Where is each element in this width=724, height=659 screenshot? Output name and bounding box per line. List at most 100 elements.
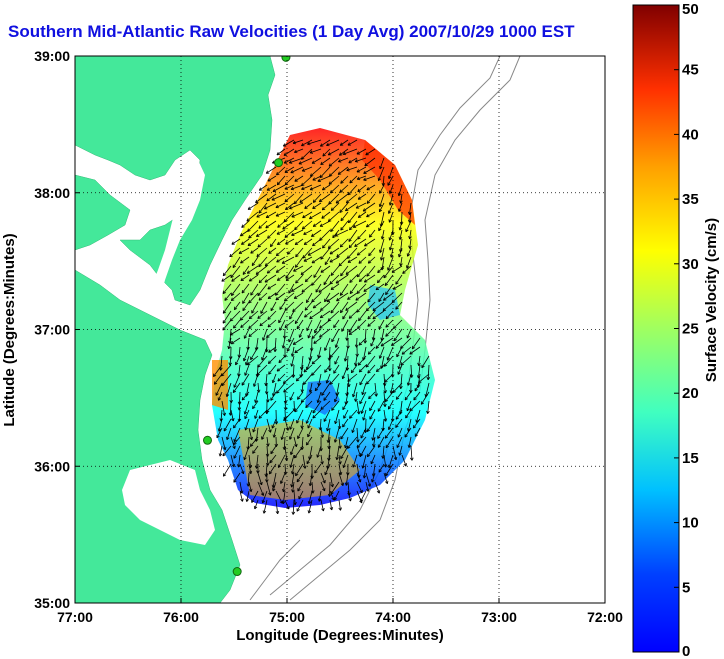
velocity-arrow <box>325 373 331 384</box>
velocity-arrow <box>306 319 313 332</box>
velocity-arrow <box>289 445 295 456</box>
velocity-arrow <box>415 409 421 423</box>
velocity-arrow <box>267 355 277 364</box>
velocity-arrow <box>258 274 268 284</box>
velocity-arrow <box>248 427 253 441</box>
velocity-arrow <box>386 346 394 361</box>
velocity-arrow <box>290 463 295 475</box>
velocity-arrow <box>248 229 259 239</box>
calm-spot-center <box>305 380 340 415</box>
velocity-arrow <box>229 328 241 336</box>
velocity-arrow <box>357 211 367 218</box>
x-tick-label: 76:00 <box>163 609 199 625</box>
velocity-arrow <box>303 238 313 246</box>
velocity-arrow <box>233 418 241 429</box>
velocity-arrow <box>313 337 322 344</box>
velocity-arrow <box>406 373 412 386</box>
velocity-arrow <box>356 427 360 443</box>
velocity-arrow <box>276 148 286 156</box>
velocity-arrow <box>299 193 313 203</box>
velocity-arrow <box>270 391 277 401</box>
velocity-arrow <box>257 310 268 319</box>
velocity-arrow <box>395 418 403 428</box>
velocity-arrow <box>323 409 331 422</box>
velocity-arrow <box>276 364 286 372</box>
velocity-arrow <box>407 436 412 448</box>
velocity-arrow <box>385 319 394 328</box>
colorbar-tick-label: 10 <box>682 515 699 532</box>
velocity-arrow <box>395 409 403 420</box>
y-tick-label: 36:00 <box>34 458 70 474</box>
velocity-arrow <box>388 193 394 206</box>
sound-water <box>122 160 215 545</box>
velocity-arrow <box>383 382 387 394</box>
velocity-arrow <box>305 409 313 424</box>
velocity-arrow <box>230 292 241 302</box>
velocity-arrow <box>232 256 241 269</box>
velocity-arrow <box>309 211 322 220</box>
velocity-arrow <box>301 184 313 191</box>
velocity-arrow <box>384 274 394 287</box>
velocity-arrow <box>252 373 259 387</box>
velocity-arrow <box>294 400 304 413</box>
velocity-arrow <box>311 256 322 264</box>
velocity-arrow <box>276 175 286 186</box>
velocity-arrow <box>284 166 295 173</box>
velocity-arrow <box>362 463 367 479</box>
velocity-arrow <box>339 202 349 213</box>
velocity-arrow <box>294 220 304 231</box>
velocity-arrow <box>268 346 277 353</box>
station-marker <box>274 158 284 168</box>
velocity-arrow <box>293 436 298 448</box>
velocity-arrow <box>358 337 367 346</box>
velocity-arrow <box>233 427 241 443</box>
velocity-arrow <box>345 193 358 204</box>
velocity-arrow <box>347 256 358 263</box>
velocity-arrow <box>246 265 259 274</box>
velocity-arrow <box>339 139 349 146</box>
velocity-arrow <box>352 220 367 228</box>
velocity-arrow <box>314 463 322 474</box>
velocity-arrow <box>292 337 304 345</box>
velocity-arrow <box>247 202 259 210</box>
velocity-arrow <box>365 355 376 368</box>
velocity-arrow <box>296 409 304 424</box>
velocity-arrow <box>405 409 412 419</box>
velocity-arrow <box>242 301 250 312</box>
velocity-arrow <box>336 247 349 258</box>
velocity-arrow <box>267 175 277 182</box>
velocity-arrow <box>340 211 349 222</box>
velocity-arrow <box>333 490 340 501</box>
velocity-arrow <box>303 229 313 235</box>
velocity-arrow <box>364 157 376 167</box>
velocity-arrow <box>378 319 385 330</box>
chart-title: Southern Mid-Atlantic Raw Velocities (1 … <box>8 22 575 41</box>
velocity-arrow <box>348 328 358 335</box>
velocity-arrow <box>349 283 358 295</box>
velocity-arrow <box>329 247 340 255</box>
velocity-arrow <box>218 445 223 457</box>
velocity-arrow <box>401 346 412 355</box>
velocity-arrow <box>367 310 376 320</box>
velocity-arrow <box>388 184 394 194</box>
velocity-arrow <box>275 292 286 301</box>
velocity-arrow <box>268 463 277 475</box>
velocity-arrow <box>280 427 286 440</box>
velocity-arrow <box>366 373 376 385</box>
velocity-arrow <box>294 148 304 154</box>
velocity-arrow <box>335 274 349 284</box>
y-tick-label: 35:00 <box>34 595 70 611</box>
velocity-arrow <box>281 481 286 493</box>
velocity-arrow <box>412 418 421 429</box>
velocity-arrow <box>309 310 322 320</box>
velocity-arrow <box>290 472 295 488</box>
velocity-arrow <box>252 445 259 454</box>
velocity-arrow <box>271 373 277 384</box>
velocity-arrow <box>378 346 385 359</box>
velocity-arrow <box>283 382 295 393</box>
velocity-arrow <box>354 337 359 348</box>
velocity-arrow <box>334 355 340 365</box>
velocity-arrow <box>266 328 277 339</box>
velocity-arrow <box>324 256 331 266</box>
velocity-arrow <box>333 427 340 443</box>
